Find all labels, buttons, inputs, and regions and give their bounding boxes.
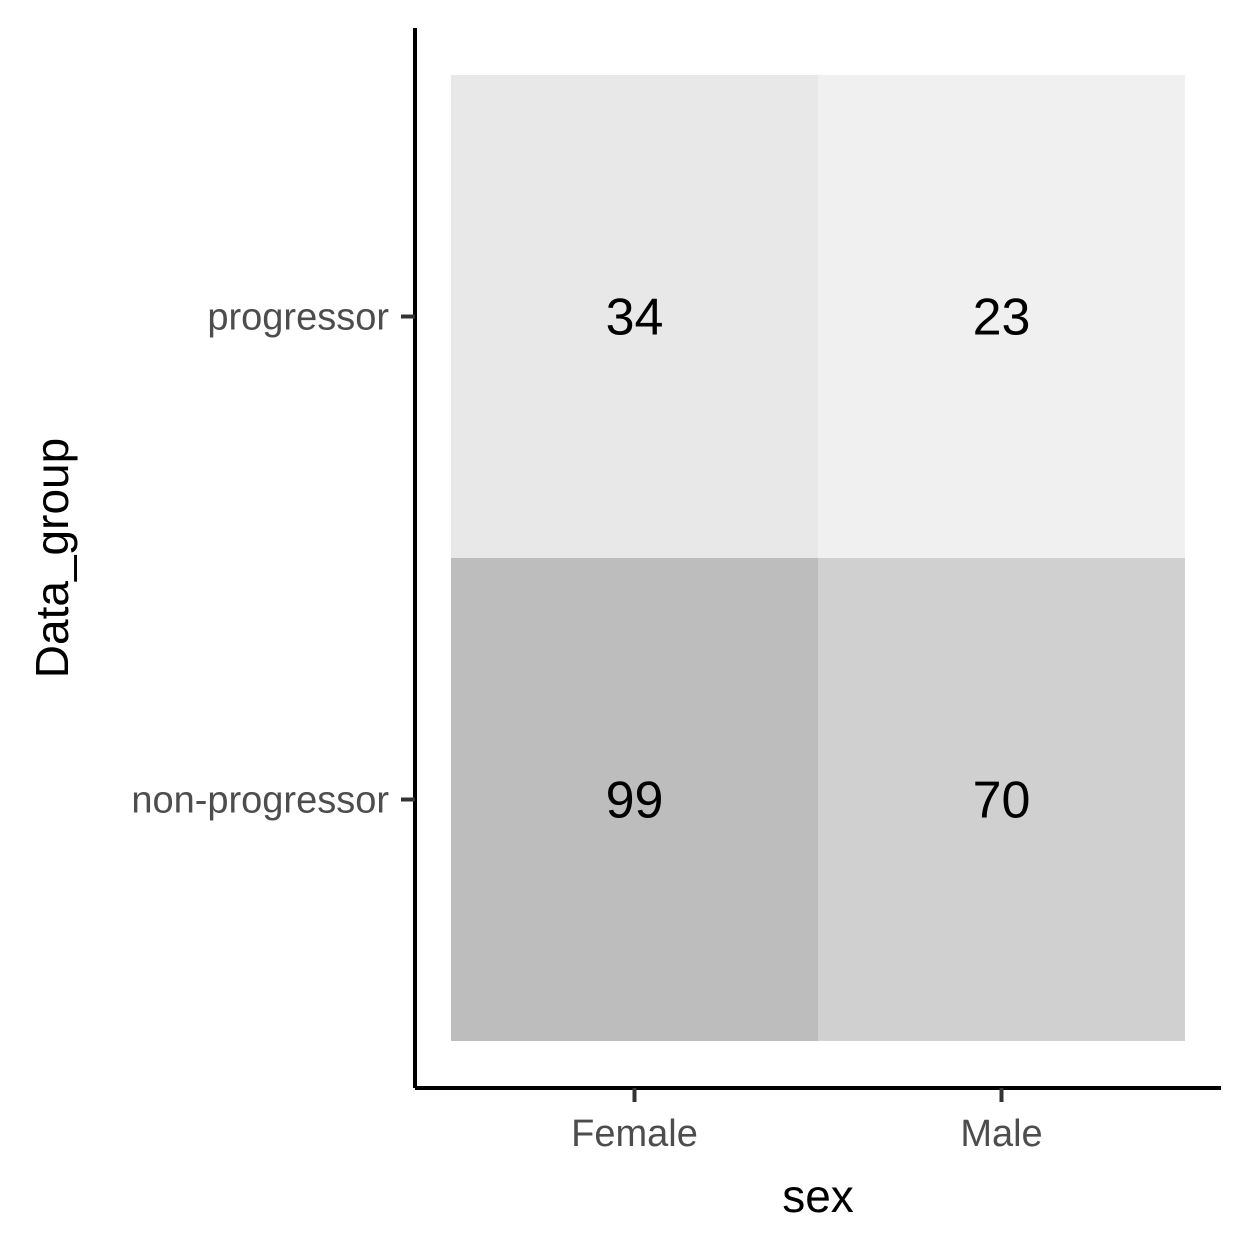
- y-tick-label-non-progressor: non-progressor: [131, 780, 389, 822]
- cell-value-non-progressor-male: 70: [973, 772, 1031, 830]
- heatmap-cell-non-progressor-male: [818, 558, 1185, 1041]
- x-axis-ticks: Female Male: [571, 1088, 1043, 1155]
- heatmap-cell-progressor-male: [818, 75, 1185, 558]
- heatmap-cell-progressor-female: [451, 75, 818, 558]
- y-tick-label-progressor: progressor: [207, 297, 389, 339]
- y-axis-title: Data_group: [26, 438, 78, 678]
- axes: [413, 28, 1221, 1090]
- cell-value-progressor-male: 23: [973, 289, 1031, 347]
- heatmap-cell-labels: 34 23 99 70: [606, 289, 1031, 830]
- y-axis-ticks: progressor non-progressor: [131, 297, 415, 822]
- x-axis-title: sex: [782, 1170, 854, 1222]
- heatmap-cell-non-progressor-female: [451, 558, 818, 1041]
- x-tick-label-female: Female: [571, 1113, 698, 1155]
- cell-value-non-progressor-female: 99: [606, 772, 664, 830]
- x-tick-label-male: Male: [960, 1113, 1042, 1155]
- cell-value-progressor-female: 34: [606, 289, 664, 347]
- heatmap-cells: [451, 75, 1185, 1041]
